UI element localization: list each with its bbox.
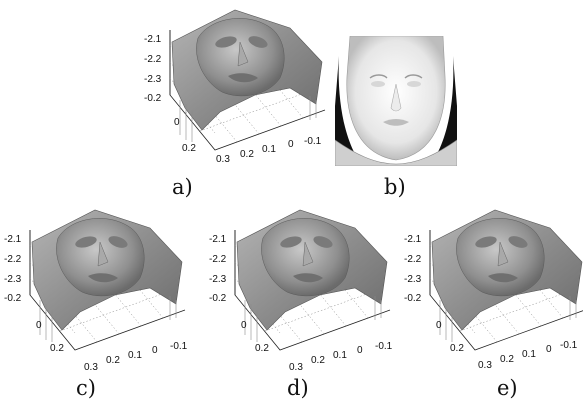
x-tick: 0 [152, 345, 158, 356]
z-tick: -2.3 [209, 274, 227, 285]
surface-plot-c: -2.1 -2.2 -2.3 -0.2 0 0.2 0.3 0.2 0.1 0 … [0, 200, 195, 370]
x-tick: 0.2 [106, 355, 120, 366]
surface-plot-e: -2.1 -2.2 -2.3 -0.2 0 0.2 0.3 0.2 0.1 0 … [400, 200, 583, 370]
x-tick: 0.3 [478, 360, 492, 370]
x-tick: 0 [546, 344, 552, 355]
y-tick: 0 [241, 320, 247, 331]
y-tick: 0 [174, 117, 180, 128]
x-tick: 0.1 [333, 350, 347, 361]
x-tick: -0.1 [304, 136, 322, 147]
z-tick: -2.1 [404, 234, 422, 245]
x-tick: 0.3 [216, 154, 230, 165]
y-tick: 0 [436, 320, 442, 331]
y-tick: -0.2 [4, 293, 22, 304]
surface-plot-d: -2.1 -2.2 -2.3 -0.2 0 0.2 0.3 0.2 0.1 0 … [205, 200, 400, 370]
x-tick: -0.1 [170, 341, 188, 352]
x-tick: 0.2 [240, 149, 254, 160]
y-tick: -0.2 [144, 93, 162, 104]
caption-b: b) [384, 175, 406, 199]
y-tick: 0.2 [450, 343, 464, 354]
y-tick: -0.2 [404, 293, 422, 304]
x-tick: 0 [357, 345, 363, 356]
caption-a: a) [172, 175, 193, 199]
x-tick: -0.1 [375, 341, 393, 352]
y-tick: 0.2 [182, 143, 196, 154]
x-tick: -0.1 [560, 340, 578, 351]
z-tick: -2.2 [4, 254, 22, 265]
caption-c: c) [76, 376, 96, 400]
x-tick: 0.2 [311, 355, 325, 366]
z-tick: -2.3 [404, 274, 422, 285]
x-tick: 0 [288, 139, 294, 150]
rendered-face-b [335, 36, 457, 166]
z-tick: -2.3 [144, 74, 162, 85]
y-tick: 0.2 [50, 343, 64, 354]
x-tick: 0.3 [84, 362, 98, 370]
z-tick: -2.1 [209, 234, 227, 245]
caption-e: e) [497, 376, 518, 400]
x-tick: 0.3 [289, 362, 303, 370]
x-tick: 0.1 [262, 144, 276, 155]
caption-d: d) [287, 376, 309, 400]
x-tick: 0.1 [522, 349, 536, 360]
z-tick: -2.2 [144, 54, 162, 65]
x-tick: 0.1 [128, 350, 142, 361]
z-tick: -2.2 [209, 254, 227, 265]
z-tick: -2.3 [4, 274, 22, 285]
surface-plot-a: -2.1 -2.2 -2.3 -0.2 0 0.2 0.3 0.2 0.1 0 … [140, 0, 335, 170]
z-tick: -2.1 [144, 34, 162, 45]
y-tick: 0.2 [255, 343, 269, 354]
y-tick: 0 [36, 320, 42, 331]
z-tick: -2.1 [4, 234, 22, 245]
z-tick: -2.2 [404, 254, 422, 265]
x-tick: 0.2 [500, 354, 514, 365]
y-tick: -0.2 [209, 293, 227, 304]
